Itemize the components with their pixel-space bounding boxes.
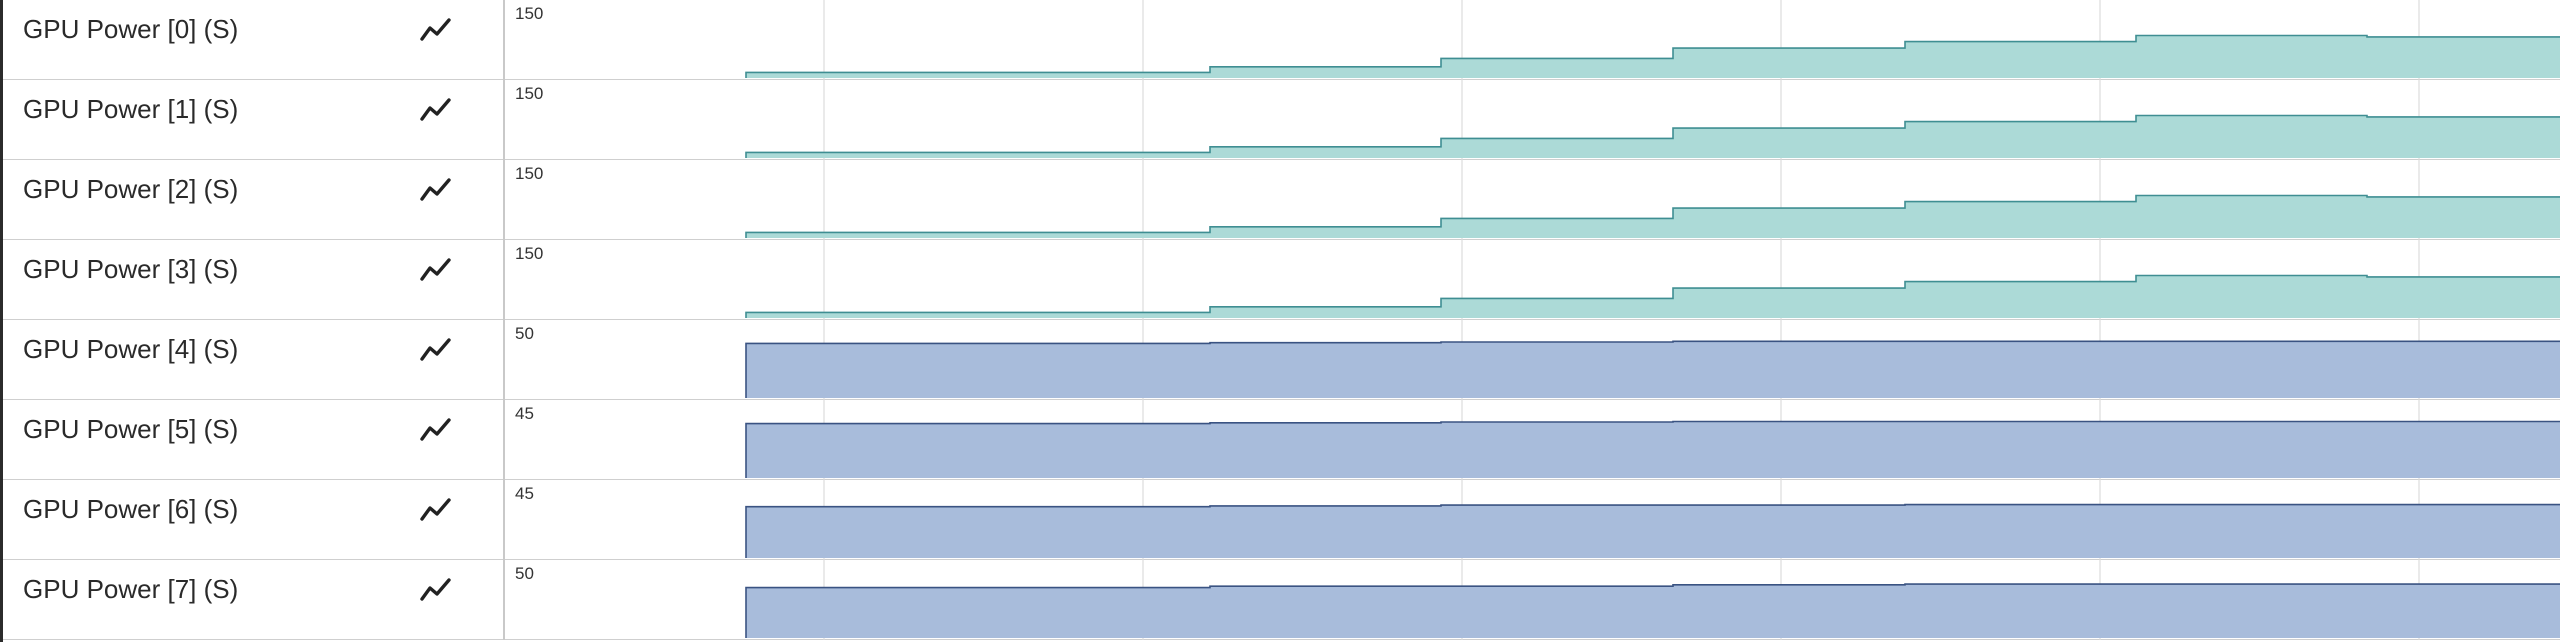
power-area <box>746 35 2560 78</box>
power-chart <box>745 0 2560 80</box>
power-line <box>745 503 2560 558</box>
track-row-gpu-power-7[interactable]: GPU Power [7] (S) 50 <box>3 560 2560 640</box>
track-plot[interactable] <box>505 160 2560 240</box>
line-chart-icon[interactable] <box>419 14 453 44</box>
power-chart <box>745 240 2560 320</box>
track-row-gpu-power-5[interactable]: GPU Power [5] (S) 45 <box>3 400 2560 480</box>
track-plot[interactable] <box>505 400 2560 480</box>
track-divider <box>503 400 505 480</box>
power-line <box>745 274 2560 318</box>
track-label: GPU Power [5] (S) <box>23 414 239 444</box>
track-label: GPU Power [3] (S) <box>23 254 239 284</box>
power-area <box>746 584 2560 638</box>
track-max-label: 150 <box>515 244 544 263</box>
track-divider <box>503 240 505 320</box>
power-line <box>745 420 2560 478</box>
track-max-label: 45 <box>515 404 534 423</box>
track-row-gpu-power-1[interactable]: GPU Power [1] (S) 150 <box>3 80 2560 160</box>
track-row-gpu-power-4[interactable]: GPU Power [4] (S) 50 <box>3 320 2560 400</box>
power-area <box>746 504 2560 558</box>
line-chart-icon[interactable] <box>419 174 453 204</box>
power-area <box>746 341 2560 398</box>
line-chart-icon[interactable] <box>419 414 453 444</box>
power-chart <box>745 480 2560 560</box>
track-plot[interactable] <box>505 320 2560 400</box>
power-line <box>745 340 2560 398</box>
power-area <box>746 421 2560 478</box>
track-label: GPU Power [1] (S) <box>23 94 239 124</box>
line-chart-icon[interactable] <box>419 574 453 604</box>
power-area <box>746 275 2560 318</box>
track-divider <box>503 560 505 640</box>
power-chart <box>745 160 2560 240</box>
track-plot[interactable] <box>505 80 2560 160</box>
track-label: GPU Power [0] (S) <box>23 14 239 44</box>
power-line <box>745 583 2560 638</box>
track-row-gpu-power-0[interactable]: GPU Power [0] (S) 150 <box>3 0 2560 80</box>
power-area <box>746 115 2560 158</box>
track-plot[interactable] <box>505 0 2560 80</box>
power-line <box>745 114 2560 158</box>
line-chart-icon[interactable] <box>419 334 453 364</box>
track-max-label: 150 <box>515 4 544 23</box>
track-divider <box>503 480 505 560</box>
track-label: GPU Power [2] (S) <box>23 174 239 204</box>
track-divider <box>503 320 505 400</box>
line-chart-icon[interactable] <box>419 94 453 124</box>
track-divider <box>503 80 505 160</box>
power-line <box>745 34 2560 78</box>
power-line <box>745 194 2560 238</box>
power-chart <box>745 560 2560 640</box>
track-max-label: 150 <box>515 84 544 103</box>
power-chart <box>745 80 2560 160</box>
track-max-label: 45 <box>515 484 534 503</box>
track-label: GPU Power [7] (S) <box>23 574 239 604</box>
track-max-label: 50 <box>515 564 534 583</box>
track-row-gpu-power-6[interactable]: GPU Power [6] (S) 45 <box>3 480 2560 560</box>
track-max-label: 150 <box>515 164 544 183</box>
line-chart-icon[interactable] <box>419 494 453 524</box>
track-label: GPU Power [4] (S) <box>23 334 239 364</box>
power-chart <box>745 400 2560 480</box>
track-row-gpu-power-2[interactable]: GPU Power [2] (S) 150 <box>3 160 2560 240</box>
power-area <box>746 195 2560 238</box>
track-divider <box>503 0 505 80</box>
power-chart <box>745 320 2560 400</box>
track-plot[interactable] <box>505 480 2560 560</box>
track-max-label: 50 <box>515 324 534 343</box>
line-chart-icon[interactable] <box>419 254 453 284</box>
track-plot[interactable] <box>505 240 2560 320</box>
track-label: GPU Power [6] (S) <box>23 494 239 524</box>
track-row-gpu-power-3[interactable]: GPU Power [3] (S) 150 <box>3 240 2560 320</box>
track-divider <box>503 160 505 240</box>
track-plot[interactable] <box>505 560 2560 640</box>
